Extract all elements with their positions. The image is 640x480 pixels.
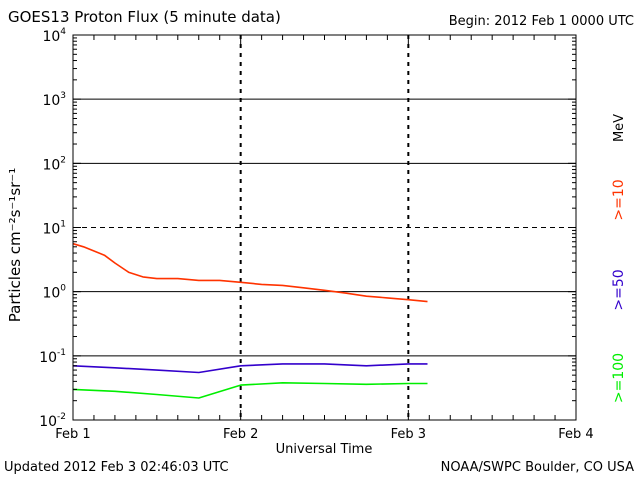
- x-tick-label: Feb 4: [558, 427, 593, 442]
- y-tick-label: 100: [42, 284, 66, 302]
- legend-label-2: >=100: [611, 353, 627, 403]
- legend: >=10 >=50 >=100 MeV: [611, 114, 627, 403]
- x-tick-label: Feb 3: [391, 427, 426, 442]
- y-tick-label: 101: [42, 220, 66, 238]
- series-lines: [72, 242, 428, 399]
- series-line-2: [72, 381, 428, 399]
- y-axis-title: Particles cm⁻²s⁻¹sr⁻¹: [6, 168, 24, 322]
- series-line-1: [72, 363, 428, 374]
- y-tick-label: 103: [42, 91, 66, 109]
- series-line-0: [72, 242, 428, 303]
- axis-ticks: [72, 35, 577, 421]
- begin-time: Begin: 2012 Feb 1 0000 UTC: [448, 14, 634, 29]
- y-tick-label: 10-1: [39, 348, 66, 366]
- y-tick-label: 104: [42, 27, 66, 45]
- x-axis-title: Universal Time: [276, 442, 373, 457]
- legend-label-1: >=50: [611, 269, 627, 310]
- y-tick-label: 102: [42, 155, 66, 173]
- grid: [73, 35, 576, 420]
- legend-label-0: >=10: [611, 179, 627, 220]
- updated-time: Updated 2012 Feb 3 02:46:03 UTC: [4, 460, 229, 475]
- chart-title: GOES13 Proton Flux (5 minute data): [8, 8, 281, 26]
- x-tick-label: Feb 2: [223, 427, 258, 442]
- legend-unit-label: MeV: [612, 114, 627, 142]
- credit-label: NOAA/SWPC Boulder, CO USA: [440, 460, 634, 475]
- axis-labels: Feb 1 Feb 2 Feb 3 Feb 4 10-2 10-1 100 101 102 103…: [39, 27, 594, 442]
- x-tick-label: Feb 1: [55, 427, 90, 442]
- y-tick-label: 10-2: [39, 412, 66, 430]
